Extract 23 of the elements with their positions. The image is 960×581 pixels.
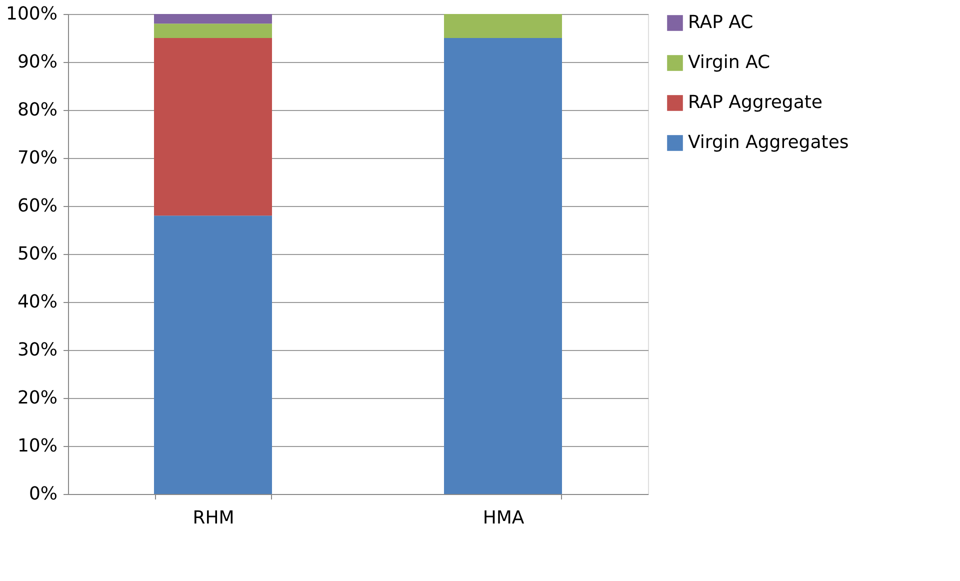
legend-label: Virgin Aggregates: [688, 132, 849, 153]
legend-label: RAP AC: [688, 12, 754, 33]
y-tick-label: 20%: [17, 388, 58, 408]
legend-label: Virgin AC: [688, 52, 770, 73]
x-tick-label: RHM: [192, 508, 234, 528]
y-tick-label: 80%: [17, 100, 58, 120]
y-tick-label: 50%: [17, 244, 58, 264]
y-tick-label: 100%: [6, 4, 58, 24]
y-tick-label: 0%: [28, 484, 58, 504]
y-tick-label: 90%: [17, 52, 58, 72]
bar: [444, 38, 562, 494]
y-tick-label: 40%: [17, 292, 58, 312]
bar: [154, 216, 272, 494]
bar: [154, 38, 272, 216]
legend-label: RAP Aggregate: [688, 92, 822, 113]
bar: [444, 14, 562, 38]
y-tick-label: 60%: [17, 196, 58, 216]
bar: [154, 14, 272, 24]
y-tick-label: 10%: [17, 436, 58, 456]
y-tick-label: 30%: [17, 340, 58, 360]
bar: [154, 24, 272, 38]
x-tick-label: HMA: [482, 508, 525, 528]
y-tick-label: 70%: [17, 148, 58, 168]
